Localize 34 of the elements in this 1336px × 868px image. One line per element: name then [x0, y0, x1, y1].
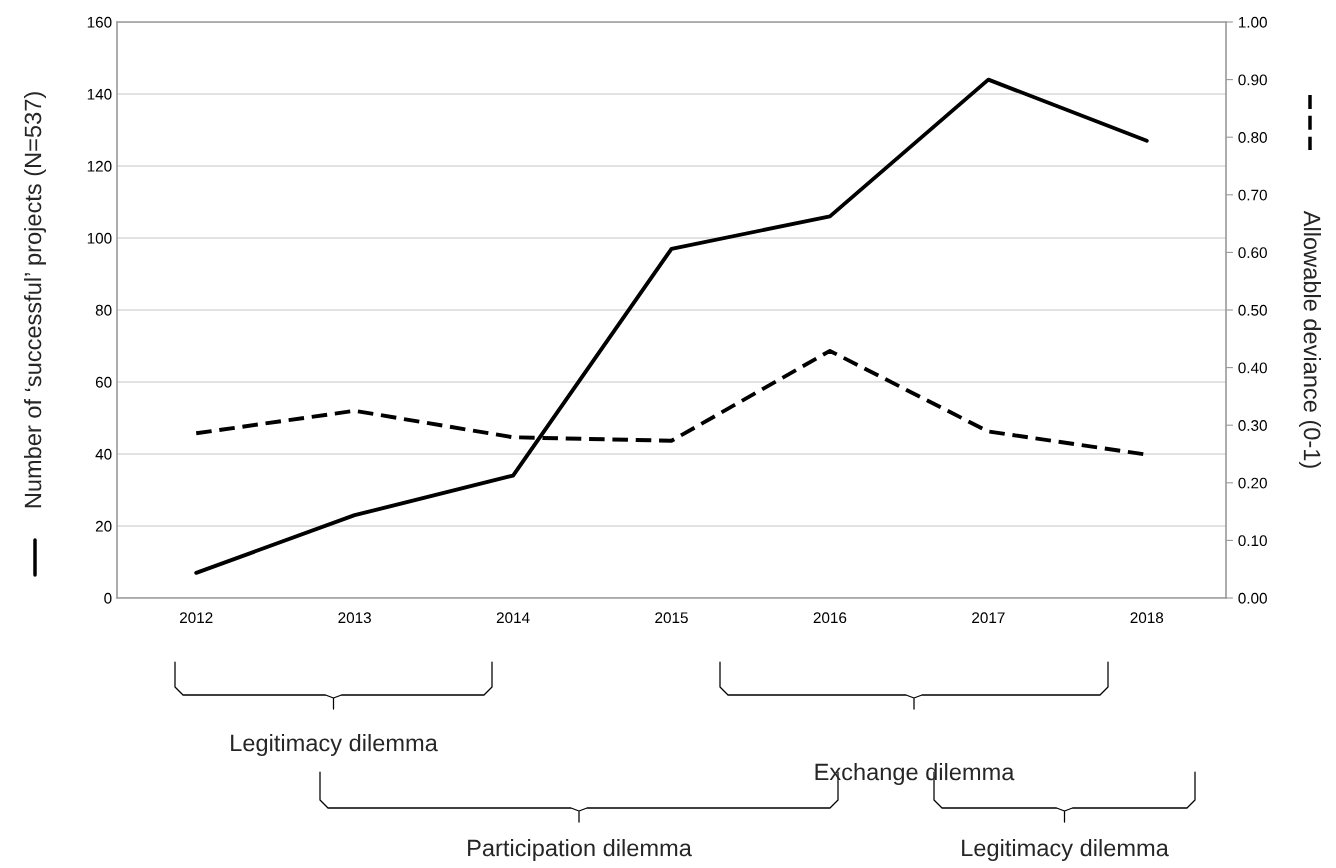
y-tick-label: 100	[87, 232, 112, 244]
y2-tick-label: 0.30	[1238, 420, 1267, 431]
line-series	[194, 77, 1149, 575]
x-tick-label: 2012	[179, 612, 213, 624]
x-tick-label: 2018	[1130, 612, 1164, 624]
y2-tick-label: 0.00	[1238, 592, 1267, 604]
x-tick-label: 2014	[496, 612, 530, 624]
y-tick-label: 20	[95, 520, 112, 532]
text: Legitimacy dilemma	[962, 838, 1169, 862]
text: Exchange dilemma	[815, 762, 1015, 786]
y2-tick-label: 0.60	[1238, 247, 1267, 259]
y-tick-label: 0	[104, 592, 112, 604]
x-tick-label: 2015	[655, 612, 688, 624]
text: Legitimacy dilemma	[231, 733, 438, 757]
y2-axis-title: Allowable deviance (0-1)	[1299, 210, 1322, 468]
y2-tick-label: 0.50	[1238, 304, 1267, 316]
text: Participation dilemma	[468, 838, 692, 862]
y-tick-label: 80	[95, 304, 112, 316]
y2-tick-label: 1.00	[1238, 16, 1267, 28]
y2-tick-label: 0.90	[1238, 74, 1267, 86]
x-tick-label: 2017	[972, 612, 1005, 624]
y-tick-label: 120	[87, 160, 112, 172]
y2-tick-label: 0.20	[1238, 477, 1267, 489]
y-tick-label: 40	[95, 448, 112, 460]
y2-tick-label: 0.10	[1238, 535, 1267, 547]
y-tick-label: 60	[95, 376, 112, 388]
y-axis-title: Number of ‘successful’ projects (N=537)	[24, 92, 47, 508]
y2-tick-label: 0.40	[1238, 362, 1267, 374]
x-tick-label: 2016	[813, 612, 847, 624]
y-tick-label: 140	[87, 88, 112, 100]
y-tick-label: 160	[87, 16, 112, 28]
x-tick-label: 2013	[338, 612, 371, 624]
y2-tick-label: 0.70	[1238, 189, 1267, 201]
y2-tick-label: 0.80	[1238, 132, 1267, 143]
